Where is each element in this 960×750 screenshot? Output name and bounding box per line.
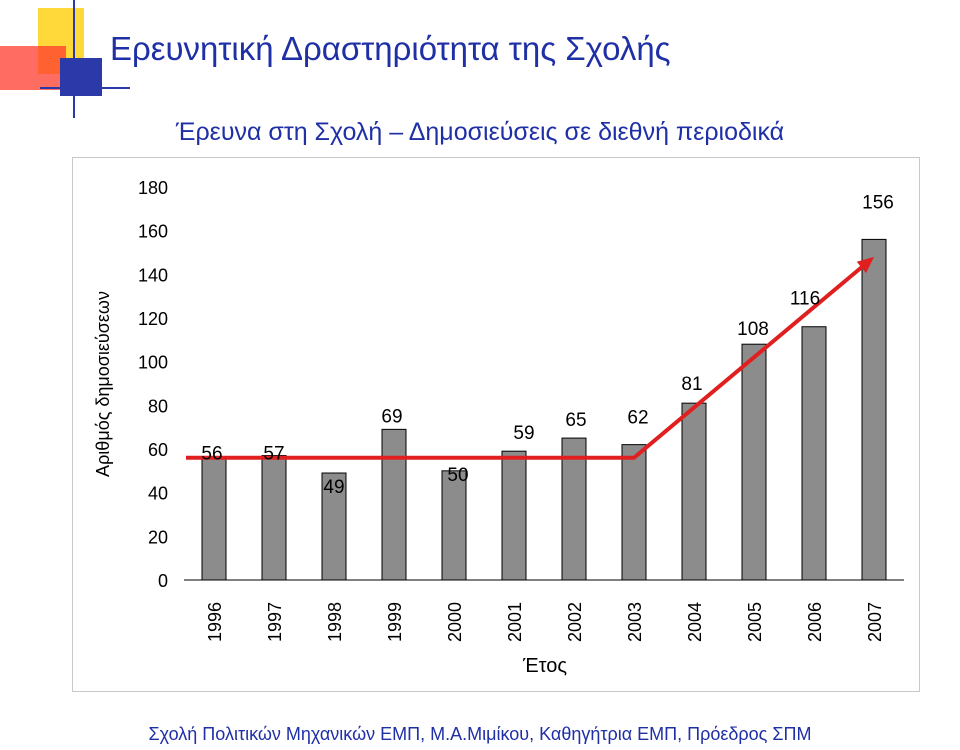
y-tick-label: 20 <box>148 527 168 547</box>
x-tick-label: 2000 <box>445 602 465 642</box>
bar <box>621 444 647 581</box>
x-tick-label: 1997 <box>265 602 285 642</box>
decorative-logo-graphic <box>0 0 130 118</box>
y-tick-label: 100 <box>138 353 168 373</box>
deco-red-square <box>0 46 66 90</box>
data-label: 62 <box>627 408 648 429</box>
x-axis-label: Έτος <box>522 655 567 677</box>
x-tick-label: 2003 <box>625 602 645 642</box>
x-tick-label: 1998 <box>325 602 345 642</box>
x-tick-label: 1999 <box>385 602 405 642</box>
bar <box>501 450 527 581</box>
y-tick-label: 40 <box>148 484 168 504</box>
data-label: 50 <box>447 465 468 486</box>
y-tick-label: 120 <box>138 309 168 329</box>
y-tick-label: 160 <box>138 222 168 242</box>
data-label: 69 <box>381 406 402 427</box>
x-tick-label: 2005 <box>745 602 765 642</box>
data-label: 116 <box>790 289 820 310</box>
x-tick-label: 2007 <box>865 602 885 642</box>
data-label: 81 <box>681 374 702 395</box>
trend-arrow-line <box>186 264 865 460</box>
y-tick-label: 180 <box>138 178 168 198</box>
data-label: 56 <box>201 444 222 465</box>
y-tick-label: 0 <box>158 571 168 591</box>
data-label: 59 <box>513 423 534 444</box>
y-tick-label: 140 <box>138 265 168 285</box>
bar <box>201 457 227 581</box>
chart-frame <box>72 157 920 692</box>
bar <box>261 455 287 581</box>
publications-bar-chart: 0 20 40 60 80 100 120 140 160 180 Αριθμός δημοσιεύ… <box>93 178 904 677</box>
bar <box>681 402 707 581</box>
y-axis-label: Αριθμός δημοσιεύσεων <box>93 291 113 477</box>
chart-title: Έρευνα στη Σχολή – Δημοσιεύσεις σε διεθν… <box>175 118 785 146</box>
bar <box>441 470 467 581</box>
data-label: 57 <box>263 444 284 465</box>
x-tick-label: 2001 <box>505 602 525 642</box>
x-tick-label: 2004 <box>685 602 705 642</box>
bar <box>861 238 887 581</box>
data-label: 108 <box>737 319 769 340</box>
slide-footer: Σχολή Πολιτικών Μηχανικών ΕΜΠ, Μ.Α.Μιμίκ… <box>148 724 812 744</box>
y-tick-label: 60 <box>148 440 168 460</box>
trend-arrow-head <box>856 256 874 274</box>
bar <box>561 437 587 581</box>
x-tick-label: 2002 <box>565 602 585 642</box>
bar <box>321 472 347 581</box>
bar <box>381 428 407 581</box>
x-tick-label: 2006 <box>805 602 825 642</box>
data-label: 65 <box>565 410 586 431</box>
bar <box>741 343 767 581</box>
data-label: 49 <box>323 477 344 498</box>
data-label: 156 <box>862 192 894 213</box>
y-tick-label: 80 <box>148 396 168 416</box>
deco-blue-square <box>60 58 102 96</box>
x-tick-label: 1996 <box>205 602 225 642</box>
slide-title: Ερευνητική Δραστηριότητα της Σχολής <box>110 30 671 67</box>
bar <box>801 326 827 581</box>
